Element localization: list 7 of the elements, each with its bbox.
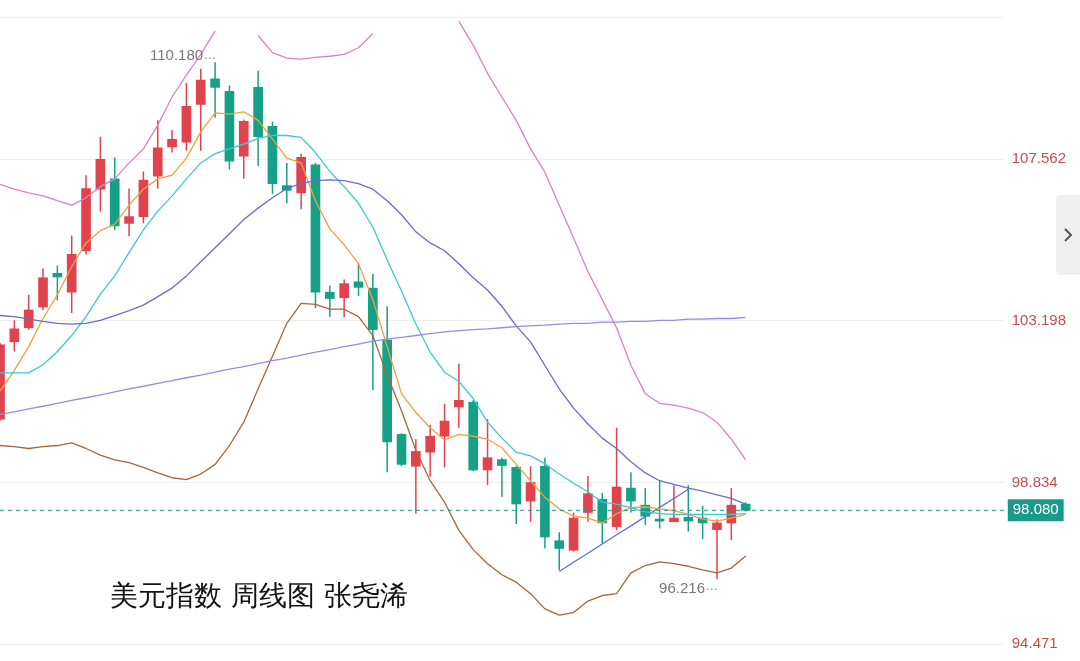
ref-line-label: 98.080	[1012, 500, 1059, 518]
y-tick-label: 103.198	[1011, 310, 1067, 328]
annotation: 96.216	[659, 579, 705, 597]
y-tick-label: 94.471	[1011, 634, 1058, 652]
y-tick-label: 107.562	[1011, 149, 1067, 167]
text: 美元指数 周线图 张尧浠	[110, 579, 408, 613]
y-tick-label: 98.834	[1011, 472, 1058, 490]
